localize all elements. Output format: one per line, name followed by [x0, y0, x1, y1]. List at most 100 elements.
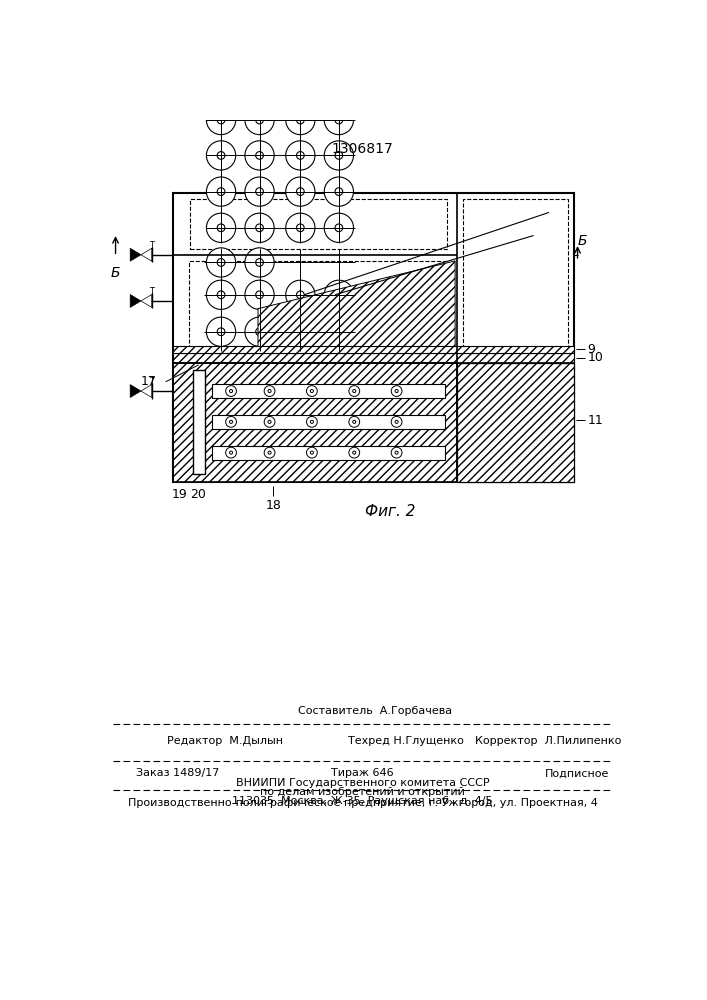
Circle shape — [268, 451, 271, 454]
Circle shape — [286, 213, 315, 242]
Circle shape — [264, 416, 275, 427]
Circle shape — [206, 213, 235, 242]
Circle shape — [325, 213, 354, 242]
Circle shape — [335, 152, 343, 159]
Circle shape — [217, 224, 225, 232]
Bar — [173, 353, 573, 363]
Text: Редактор  М.Дылын: Редактор М.Дылын — [167, 736, 283, 746]
Text: Б: Б — [111, 266, 120, 280]
Text: ВНИИПИ Государственного комитета СССР: ВНИИПИ Государственного комитета СССР — [236, 778, 489, 788]
Circle shape — [325, 317, 354, 346]
Circle shape — [245, 280, 274, 309]
Circle shape — [206, 248, 235, 277]
Text: Составитель  А.Горбачева: Составитель А.Горбачева — [298, 706, 452, 716]
Circle shape — [206, 105, 235, 135]
Circle shape — [206, 280, 235, 309]
Circle shape — [391, 416, 402, 427]
Circle shape — [256, 291, 264, 299]
Circle shape — [325, 141, 354, 170]
Circle shape — [217, 188, 225, 195]
Text: Корректор  Л.Пилипенко: Корректор Л.Пилипенко — [475, 736, 621, 746]
Circle shape — [256, 224, 264, 232]
Text: Производственно-полиграфическое предприятие, г. Ужгород, ул. Проектная, 4: Производственно-полиграфическое предприя… — [128, 798, 597, 808]
Text: 1306817: 1306817 — [332, 142, 394, 156]
Circle shape — [391, 386, 402, 396]
Circle shape — [335, 188, 343, 195]
Circle shape — [226, 386, 236, 396]
Text: 11: 11 — [588, 414, 603, 427]
Bar — [457, 363, 573, 482]
Circle shape — [245, 317, 274, 346]
Text: Заказ 1489/17: Заказ 1489/17 — [136, 768, 220, 778]
Circle shape — [310, 389, 313, 393]
Bar — [463, 199, 568, 356]
Circle shape — [296, 116, 304, 124]
Text: 19: 19 — [172, 488, 187, 501]
Circle shape — [307, 386, 317, 396]
Bar — [173, 193, 573, 482]
Circle shape — [256, 328, 264, 336]
Bar — [173, 346, 573, 353]
Polygon shape — [130, 385, 141, 398]
Bar — [192, 370, 205, 474]
Circle shape — [217, 152, 225, 159]
Circle shape — [245, 248, 274, 277]
Circle shape — [264, 447, 275, 458]
Circle shape — [391, 447, 402, 458]
Circle shape — [245, 177, 274, 206]
Circle shape — [256, 259, 264, 266]
Bar — [173, 363, 457, 482]
Circle shape — [296, 152, 304, 159]
Circle shape — [256, 188, 264, 195]
Circle shape — [296, 188, 304, 195]
Circle shape — [226, 416, 236, 427]
Text: Техред Н.Глущенко: Техред Н.Глущенко — [348, 736, 464, 746]
Bar — [173, 346, 573, 353]
Circle shape — [335, 116, 343, 124]
Text: T: T — [149, 377, 154, 386]
Circle shape — [226, 447, 236, 458]
Text: Тираж 646: Тираж 646 — [332, 768, 394, 778]
Bar — [212, 384, 445, 398]
Bar — [173, 353, 573, 363]
Polygon shape — [141, 385, 152, 398]
Circle shape — [286, 280, 315, 309]
Circle shape — [335, 328, 343, 336]
Circle shape — [395, 451, 398, 454]
Bar — [173, 363, 457, 482]
Circle shape — [296, 328, 304, 336]
Circle shape — [349, 386, 360, 396]
Circle shape — [335, 291, 343, 299]
Circle shape — [296, 224, 304, 232]
Bar — [189, 261, 447, 356]
Circle shape — [245, 105, 274, 135]
Text: 9: 9 — [588, 343, 595, 356]
Circle shape — [325, 105, 354, 135]
Circle shape — [206, 317, 235, 346]
Circle shape — [286, 141, 315, 170]
Text: Подписное: Подписное — [544, 768, 609, 778]
Circle shape — [325, 280, 354, 309]
Bar — [457, 363, 573, 482]
Circle shape — [335, 224, 343, 232]
Circle shape — [217, 328, 225, 336]
Circle shape — [217, 259, 225, 266]
Polygon shape — [130, 294, 141, 307]
Text: Фиг. 2: Фиг. 2 — [366, 504, 416, 519]
Circle shape — [245, 141, 274, 170]
Circle shape — [256, 152, 264, 159]
Circle shape — [349, 416, 360, 427]
Circle shape — [256, 116, 264, 124]
Text: T: T — [149, 287, 154, 296]
Circle shape — [230, 389, 233, 393]
Circle shape — [206, 141, 235, 170]
Circle shape — [286, 177, 315, 206]
Circle shape — [310, 451, 313, 454]
Circle shape — [230, 451, 233, 454]
Circle shape — [353, 389, 356, 393]
Text: Б: Б — [578, 234, 587, 248]
Circle shape — [286, 105, 315, 135]
Text: 10: 10 — [588, 351, 604, 364]
Circle shape — [245, 213, 274, 242]
Polygon shape — [258, 261, 455, 356]
